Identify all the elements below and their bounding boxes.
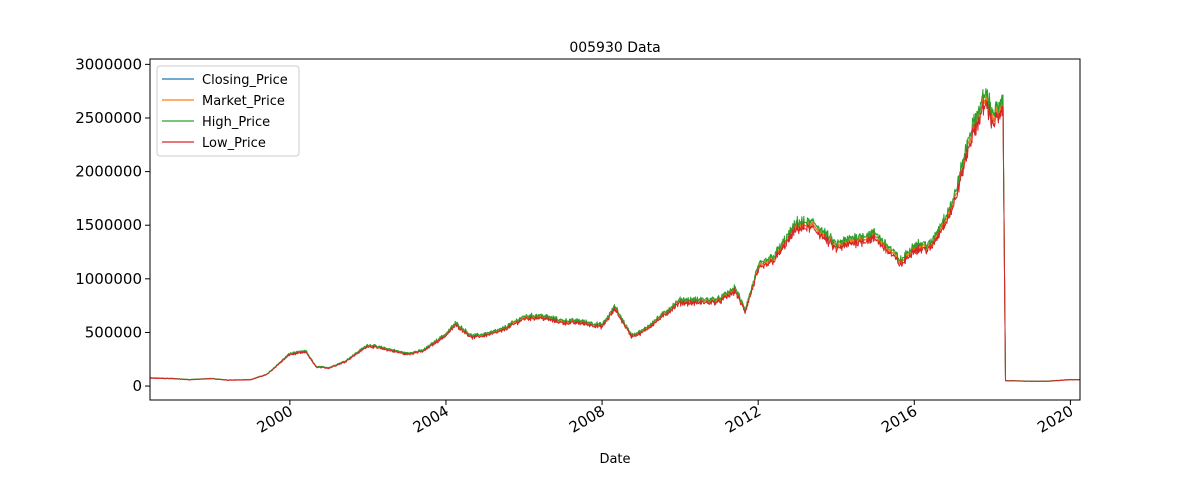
series-line-low-price	[149, 99, 1081, 382]
legend-frame	[156, 65, 300, 157]
x-tick-label: 2008	[566, 402, 608, 437]
y-tick-label: 2000000	[75, 163, 142, 181]
x-tick-label: 2016	[878, 402, 920, 437]
legend-entry: Market_Price	[202, 94, 285, 109]
y-tick-label: 2500000	[75, 109, 142, 127]
x-tick-label: 2012	[722, 402, 764, 437]
x-tick-label: 2004	[410, 402, 452, 437]
y-tick-label: 0	[132, 377, 142, 395]
x-tick-label: 2000	[254, 402, 296, 437]
x-tick-label: 2020	[1034, 402, 1076, 437]
y-tick-label: 1000000	[75, 270, 142, 288]
x-axis-label: Date	[599, 452, 630, 467]
legend-entry: Closing_Price	[202, 73, 288, 88]
y-tick-label: 500000	[85, 323, 142, 341]
y-tick-label: 1500000	[75, 216, 142, 234]
legend: Closing_Price Market_Price High_Price Low_P…	[156, 65, 300, 157]
series-layer	[149, 88, 1081, 382]
chart-title: 005930 Data	[569, 40, 660, 56]
x-axis: 2000 2004 2008 2012 2016 2020	[254, 400, 1076, 437]
y-axis: 0 500000 1000000 1500000 2000000 2500000 30000…	[75, 55, 150, 395]
plot-frame	[149, 58, 1081, 401]
legend-entry: High_Price	[202, 115, 270, 130]
legend-entry: Low_Price	[202, 136, 266, 151]
y-tick-label: 3000000	[75, 55, 142, 73]
